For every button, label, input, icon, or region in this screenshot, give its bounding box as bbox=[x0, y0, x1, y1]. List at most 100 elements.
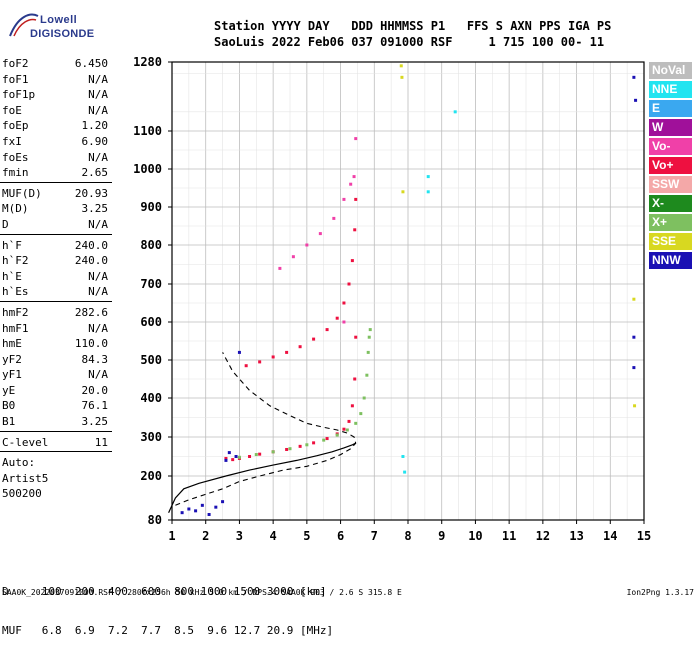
echo-point bbox=[258, 360, 262, 364]
y-tick-label: 900 bbox=[140, 200, 162, 214]
echo-point bbox=[342, 427, 346, 431]
legend-item: NoVal bbox=[649, 62, 692, 79]
param-label: hmF2 bbox=[2, 305, 29, 319]
param-value: 110.0 bbox=[74, 337, 108, 351]
echo-point bbox=[353, 377, 357, 381]
x-tick-label: 8 bbox=[404, 529, 411, 543]
echo-point bbox=[332, 216, 336, 220]
polarization-legend: NoVal NNE E W Vo- Vo+ SSW X- X+ SSE NNW bbox=[649, 62, 692, 271]
x-tick-label: 5 bbox=[303, 529, 310, 543]
param-row: fmin 2.65 bbox=[0, 165, 112, 181]
axis-ticks: 1 2 3 4 5 6 7 8 9 10 11 12 13 14 158020030040050060070… bbox=[133, 55, 651, 543]
echo-point bbox=[305, 243, 309, 247]
echo-point bbox=[214, 505, 218, 509]
echo-point bbox=[325, 328, 329, 332]
y-tick-label: 400 bbox=[140, 391, 162, 405]
param-label: yF1 bbox=[2, 368, 22, 382]
x-tick-label: 15 bbox=[637, 529, 651, 543]
echo-point bbox=[401, 190, 405, 194]
param-value: 6.90 bbox=[81, 134, 109, 148]
x-tick-label: 2 bbox=[202, 529, 209, 543]
param-label: yF2 bbox=[2, 352, 22, 366]
echo-point bbox=[271, 355, 275, 359]
param-row: hmF1 N/A bbox=[0, 321, 112, 337]
param-label: foE bbox=[2, 103, 22, 117]
echo-point bbox=[632, 366, 636, 370]
param-row: h`Es N/A bbox=[0, 284, 112, 300]
param-row: MUF(D) 20.93 bbox=[0, 186, 112, 202]
param-row: B1 3.25 bbox=[0, 414, 112, 430]
x-tick-label: 1 bbox=[168, 529, 175, 543]
echo-point bbox=[312, 441, 316, 445]
y-tick-label: 1280 bbox=[133, 55, 162, 69]
param-label: foEs bbox=[2, 150, 29, 164]
y-tick-label: 600 bbox=[140, 315, 162, 329]
param-row: h`F2 240.0 bbox=[0, 253, 112, 269]
param-row: h`E N/A bbox=[0, 269, 112, 285]
param-row: D N/A bbox=[0, 217, 112, 233]
param-label: hmE bbox=[2, 337, 22, 351]
echo-point bbox=[399, 64, 403, 68]
x-tick-label: 6 bbox=[337, 529, 344, 543]
autoscale-info: Auto: bbox=[2, 456, 36, 470]
echo-points bbox=[180, 64, 638, 516]
param-value: 76.1 bbox=[81, 399, 109, 413]
density-profile bbox=[168, 352, 357, 513]
echo-point bbox=[632, 75, 636, 79]
param-row: foF1 N/A bbox=[0, 72, 112, 88]
echo-point bbox=[298, 345, 302, 349]
x-tick-label: 11 bbox=[502, 529, 516, 543]
chart-grid bbox=[171, 61, 645, 521]
param-row: yF1 N/A bbox=[0, 367, 112, 383]
param-row: M(D) 3.25 bbox=[0, 201, 112, 217]
x-tick-label: 3 bbox=[236, 529, 243, 543]
header-values: SaoLuis 2022 Feb06 037 091000 RSF 1 715 … bbox=[214, 35, 605, 49]
echo-point bbox=[258, 452, 262, 456]
param-label: D bbox=[2, 217, 9, 231]
echo-point bbox=[224, 458, 228, 462]
legend-item: X- bbox=[649, 195, 692, 212]
param-value: N/A bbox=[88, 285, 108, 299]
echo-point bbox=[207, 513, 211, 516]
software-version: Ion2Png 1.3.17 bbox=[626, 588, 694, 597]
echo-point bbox=[453, 110, 457, 114]
echo-point bbox=[237, 455, 241, 459]
legend-item: NNE bbox=[649, 81, 692, 98]
legend-item: NNW bbox=[649, 252, 692, 269]
logo-line-digisonde: DIGISONDE bbox=[30, 28, 95, 40]
param-row: foF2 6.450 bbox=[0, 56, 112, 72]
echo-point bbox=[426, 190, 430, 194]
y-tick-label: 1000 bbox=[133, 162, 162, 176]
echo-point bbox=[350, 259, 354, 263]
param-label: h`F bbox=[2, 238, 22, 252]
echo-point bbox=[352, 175, 356, 179]
param-label: h`Es bbox=[2, 285, 29, 299]
echo-point bbox=[365, 373, 369, 377]
digisonde-logo: Lowell DIGISONDE bbox=[4, 6, 104, 48]
y-tick-label: 80 bbox=[148, 513, 162, 527]
echo-point bbox=[342, 197, 346, 201]
muf-row: MUF 6.8 6.9 7.2 7.7 8.5 9.6 12.7 20.9 [M… bbox=[2, 624, 334, 637]
param-row: C-level 11 bbox=[0, 435, 112, 451]
echo-point bbox=[354, 421, 358, 425]
echo-point bbox=[634, 98, 638, 102]
param-value: N/A bbox=[88, 103, 108, 117]
echo-point bbox=[288, 447, 292, 451]
echo-point bbox=[347, 419, 351, 423]
y-tick-label: 500 bbox=[140, 353, 162, 367]
x-tick-label: 13 bbox=[569, 529, 583, 543]
echo-point bbox=[349, 182, 353, 186]
echo-point bbox=[278, 266, 282, 270]
param-value: 20.93 bbox=[74, 186, 108, 200]
echo-point bbox=[298, 444, 302, 448]
param-label: foF1 bbox=[2, 72, 29, 86]
echo-point bbox=[368, 328, 372, 332]
echo-point bbox=[366, 350, 370, 354]
echo-point bbox=[354, 137, 358, 141]
echo-point bbox=[335, 316, 339, 320]
legend-item: Vo+ bbox=[649, 157, 692, 174]
param-row: foE N/A bbox=[0, 103, 112, 119]
param-value: 3.25 bbox=[81, 202, 109, 216]
header-column-names: Station YYYY DAY DDD HHMMSS P1 FFS S AXN… bbox=[214, 19, 612, 33]
param-row: yF2 84.3 bbox=[0, 352, 112, 368]
